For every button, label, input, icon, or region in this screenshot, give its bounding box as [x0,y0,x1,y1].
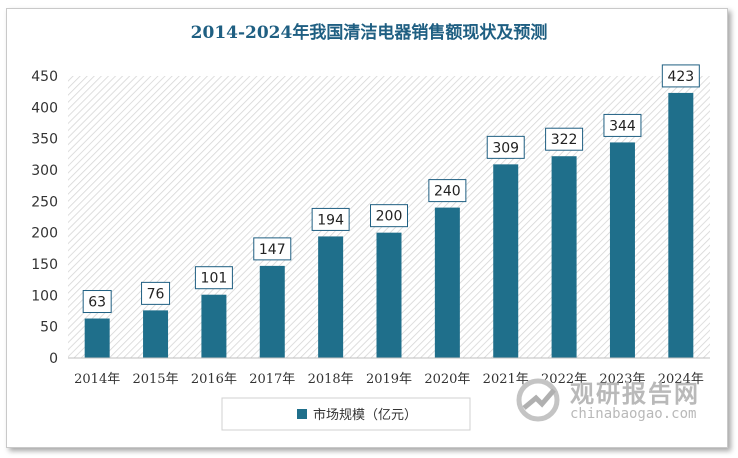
x-tick-label: 2020年 [424,372,470,387]
data-label: 423 [667,69,694,85]
bar [668,92,694,359]
data-label: 76 [147,286,165,302]
y-tick-label: 100 [31,288,58,304]
bar [493,164,519,358]
data-label: 322 [551,132,578,148]
x-tick-label: 2018年 [308,372,354,387]
x-axis: 2014年 2015年 2016年 2017年 2018年 2019年 2020年 2021年… [68,357,710,387]
x-tick-label: 2022年 [541,372,587,387]
data-label-box [486,135,525,159]
data-label-box [194,266,233,290]
y-tick-label: 50 [40,320,58,336]
bar [551,156,577,358]
y-tick-label: 450 [31,69,58,85]
data-label: 309 [492,140,519,156]
x-tick-label: 2017年 [249,372,295,387]
data-label-box [603,113,642,137]
x-tick-label: 2024年 [658,372,704,387]
watermark: 观研报告网 chinabaogao.com [512,372,712,432]
watermark-text-cn: 观研报告网 [570,380,700,408]
x-tick-label: 2016年 [191,372,237,387]
data-label-box [141,281,171,305]
bar [84,318,110,358]
data-label-box [311,207,350,231]
x-tick-label: 2019年 [366,372,412,387]
y-tick-label: 0 [49,351,58,367]
legend: 市场规模（亿元） [221,397,471,431]
y-tick-label: 350 [31,132,58,148]
legend-box [221,397,471,431]
x-tick-label: 2015年 [132,372,178,387]
y-tick-label: 250 [31,194,58,210]
bar-series: 63 76 101 147 194 200 240 309 322 344 423 [82,64,700,359]
data-label: 194 [317,212,344,228]
chart-title: 2014-2024年我国清洁电器销售额现状及预测 [190,23,548,43]
data-label-box [253,237,292,261]
data-label: 63 [88,295,106,311]
y-tick-label: 200 [31,226,58,242]
y-axis: 0 50 100 150 200 250 300 350 400 450 [31,69,58,367]
y-tick-label: 400 [31,100,58,116]
bar [143,310,169,358]
x-tick-label: 2014年 [74,372,120,387]
y-tick-label: 300 [31,163,58,179]
data-label: 147 [259,242,286,258]
watermark-text-en: chinabaogao.com [570,406,697,422]
x-tick-label: 2023年 [599,372,645,387]
bar [376,232,402,358]
bar [434,207,460,358]
data-label: 240 [434,184,461,200]
x-tick-label: 2021年 [483,372,529,387]
bar [609,142,635,358]
legend-label: 市场规模（亿元） [313,407,417,423]
data-label-box [82,290,112,314]
data-label-box [428,179,467,203]
data-label: 101 [201,271,228,287]
data-label-box [661,64,700,88]
bar [201,294,227,358]
data-label-box [545,127,584,151]
y-tick-label: 150 [31,257,58,273]
data-label: 200 [376,209,403,225]
bar [259,265,285,358]
watermark-logo-icon [516,378,560,422]
data-label-box [370,204,408,228]
bar [318,236,344,358]
legend-swatch [297,409,307,419]
data-label: 344 [609,118,636,134]
